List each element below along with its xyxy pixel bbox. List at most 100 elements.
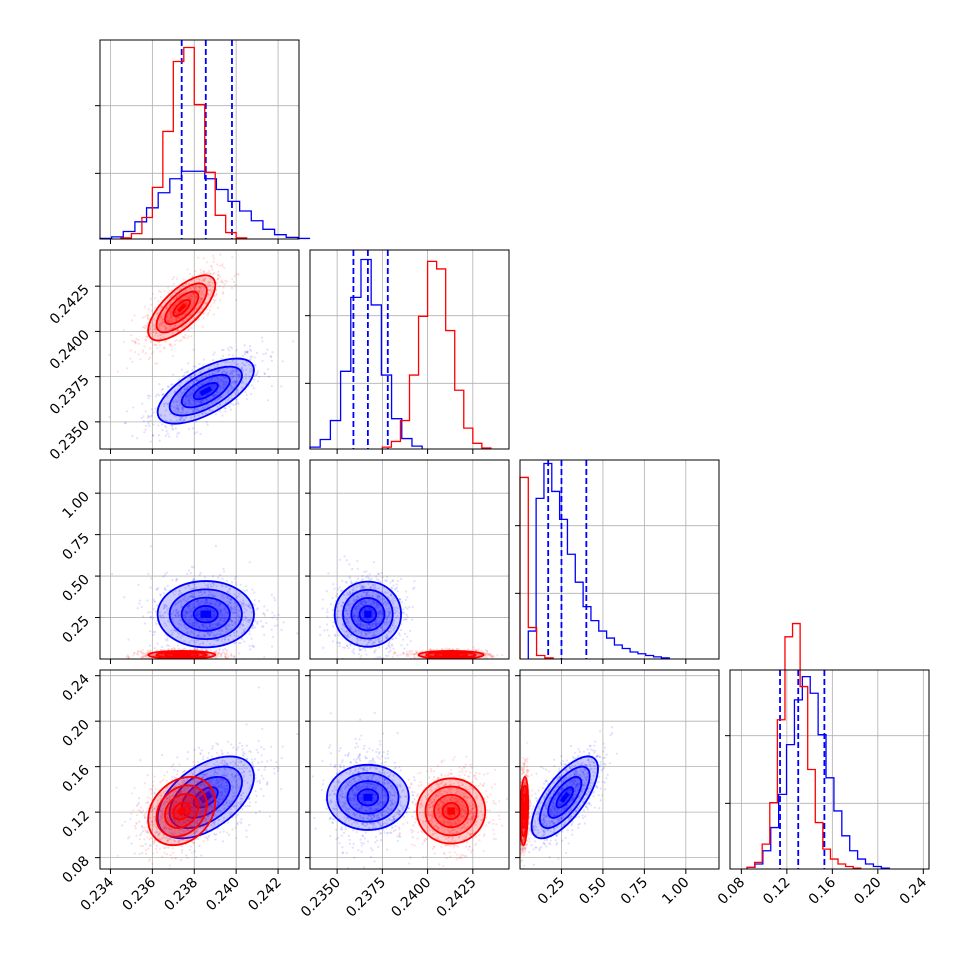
scatter-point <box>372 601 375 604</box>
scatter-point <box>207 311 210 315</box>
scatter-point <box>264 352 268 355</box>
scatter-point <box>133 652 136 655</box>
scatter-point <box>413 586 416 589</box>
scatter-point <box>175 577 178 581</box>
scatter-point <box>269 355 272 358</box>
scatter-point <box>190 615 194 618</box>
scatter-point <box>173 604 176 607</box>
scatter-point <box>224 410 227 413</box>
scatter-point <box>149 649 152 652</box>
scatter-point <box>189 571 193 575</box>
scatter-point <box>234 611 237 614</box>
scatter-point <box>124 421 127 425</box>
scatter-point <box>365 624 369 627</box>
scatter-point <box>144 410 147 413</box>
scatter-point <box>194 400 198 403</box>
scatter-point <box>122 340 126 344</box>
scatter-point <box>203 634 207 637</box>
scatter-point <box>380 618 383 621</box>
scatter-point <box>227 389 230 393</box>
scatter-point <box>389 581 392 584</box>
scatter-point <box>211 371 214 374</box>
scatter-point <box>230 661 232 663</box>
scatter-point <box>272 596 276 599</box>
scatter-point <box>155 622 158 625</box>
scatter-point <box>214 656 218 659</box>
scatter-point <box>184 290 187 293</box>
scatter-point <box>382 602 385 606</box>
scatter-point <box>153 297 157 300</box>
scatter-point <box>174 311 177 314</box>
scatter-point <box>368 678 370 680</box>
scatter-point <box>216 576 220 579</box>
scatter-point <box>235 349 238 352</box>
scatter-point <box>193 301 196 304</box>
scatter-point <box>214 544 218 547</box>
scatter-point <box>368 594 371 597</box>
scatter-point <box>275 624 279 627</box>
scatter-point <box>347 603 351 607</box>
scatter-point <box>243 607 246 610</box>
scatter-point <box>355 641 359 645</box>
scatter-point <box>201 412 204 415</box>
scatter-point <box>192 382 195 385</box>
scatter-point <box>364 607 367 611</box>
scatter-point <box>218 601 221 605</box>
scatter-point <box>259 619 262 623</box>
scatter-point <box>131 360 134 363</box>
scatter-point <box>416 652 419 655</box>
scatter-point <box>152 434 155 437</box>
scatter-point <box>364 608 367 611</box>
scatter-point <box>163 346 166 349</box>
scatter-point <box>277 613 280 616</box>
scatter-point <box>229 345 232 349</box>
scatter-point <box>213 384 216 387</box>
scatter-point <box>262 612 265 615</box>
scatter-point <box>151 616 154 620</box>
scatter-point <box>183 313 186 316</box>
scatter-point <box>220 614 224 617</box>
scatter-point <box>233 380 236 383</box>
scatter-point <box>201 653 204 656</box>
scatter-point <box>158 611 162 614</box>
scatter-point <box>185 387 188 390</box>
scatter-point <box>244 618 247 621</box>
scatter-point <box>221 577 224 580</box>
scatter-point <box>165 605 169 608</box>
scatter-point <box>190 299 193 303</box>
scatter-point <box>187 334 190 338</box>
scatter-point <box>179 299 182 302</box>
scatter-point <box>198 278 201 281</box>
scatter-point <box>372 642 375 645</box>
scatter-point <box>182 284 185 288</box>
scatter-point <box>198 362 201 365</box>
scatter-point <box>157 300 160 303</box>
scatter-point <box>167 648 170 651</box>
scatter-point <box>371 601 375 605</box>
scatter-point <box>202 289 205 292</box>
scatter-point <box>156 311 159 315</box>
scatter-point <box>484 659 486 661</box>
scatter-point <box>195 307 198 310</box>
scatter-point <box>126 367 129 370</box>
scatter-point <box>141 326 145 329</box>
scatter-point <box>216 370 219 374</box>
scatter-point <box>360 584 364 587</box>
scatter-point <box>395 583 398 586</box>
scatter-point <box>229 634 232 637</box>
scatter-point <box>371 594 374 597</box>
scatter-point <box>216 639 219 642</box>
scatter-point <box>132 652 136 655</box>
scatter-point <box>184 283 188 286</box>
scatter-point <box>233 655 236 658</box>
scatter-point <box>240 382 243 385</box>
scatter-point <box>356 637 359 641</box>
scatter-point <box>190 407 193 410</box>
scatter-point <box>239 641 242 645</box>
scatter-point <box>366 592 369 595</box>
scatter-point <box>235 630 239 633</box>
scatter-point <box>190 402 193 405</box>
scatter-point <box>165 327 168 331</box>
scatter-point <box>363 624 366 627</box>
scatter-point <box>224 611 228 614</box>
